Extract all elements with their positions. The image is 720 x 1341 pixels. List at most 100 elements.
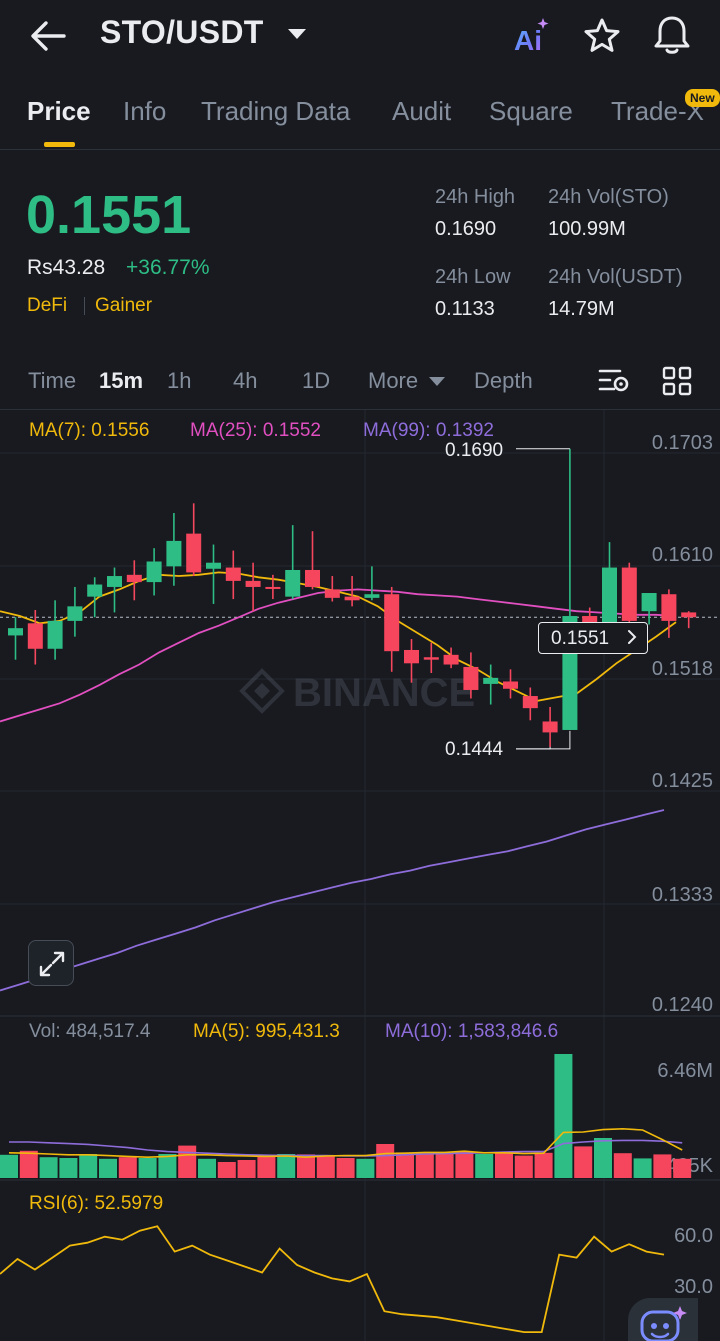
interval-4h[interactable]: 4h	[233, 368, 258, 393]
candle	[265, 574, 281, 600]
price-tick-label: 0.1333	[652, 884, 713, 906]
ma25-legend[interactable]: MA(25): 0.1552	[190, 420, 321, 441]
volume-bar	[534, 1152, 553, 1178]
candle	[404, 639, 419, 683]
interval-depth[interactable]: Depth	[474, 368, 533, 393]
price-markers: 0.1690 0.1444	[445, 440, 571, 760]
rsi-tick-label: 60.0	[674, 1225, 713, 1247]
candle-body	[503, 681, 518, 689]
low-marker-label: 0.1444	[445, 739, 504, 760]
candle-body	[285, 569, 301, 597]
volume-bar	[653, 1154, 672, 1178]
candle	[225, 550, 241, 600]
price-axis: 0.1703 0.1610 0.1518 0.1425 0.1333 0.1240 6.46…	[652, 432, 714, 1298]
candle	[186, 503, 202, 577]
assistant-bot-icon[interactable]	[628, 1298, 698, 1341]
last-price: 0.1551	[26, 185, 192, 245]
candle	[344, 576, 360, 607]
candle-body	[166, 540, 182, 567]
candle	[324, 576, 340, 602]
price-tick-label: 0.1240	[652, 994, 713, 1016]
candle-body	[384, 594, 400, 652]
candle	[522, 687, 538, 721]
candle-body	[107, 576, 122, 587]
interval-time[interactable]: Time	[28, 368, 77, 393]
interval-15m[interactable]: 15m	[99, 368, 144, 393]
volume-bar	[39, 1157, 58, 1178]
interval-1h[interactable]: 1h	[167, 368, 192, 393]
rsi-tick-label: 30.0	[674, 1276, 713, 1298]
stat-24h-vol-quote-label: 24h Vol(USDT)	[548, 266, 683, 288]
volume-bar	[495, 1151, 513, 1178]
candle	[126, 560, 142, 601]
volume-legend[interactable]: Vol: 484,517.4	[29, 1021, 151, 1042]
tab-audit[interactable]: Audit	[392, 96, 452, 126]
favorite-star-icon[interactable]	[582, 16, 622, 56]
candle	[542, 706, 558, 747]
volume-bar	[178, 1145, 197, 1178]
rsi-line	[0, 1225, 665, 1333]
tag-gainer[interactable]: Gainer	[95, 295, 153, 316]
ai-assistant-icon[interactable]: Ai	[512, 16, 552, 56]
price-tick-label: 0.1518	[652, 658, 713, 680]
fullscreen-button[interactable]	[28, 940, 74, 986]
layout-grid-icon[interactable]	[662, 366, 692, 396]
ma7-legend[interactable]: MA(7): 0.1556	[29, 420, 150, 441]
volume-ma10-path	[9, 1139, 683, 1157]
detail-tabs: Price Info Trading Data Audit Square Tra…	[0, 86, 720, 150]
active-tab-indicator	[44, 142, 75, 147]
candle-body	[27, 623, 43, 649]
pair-dropdown-icon[interactable]	[286, 24, 308, 44]
candle	[285, 525, 301, 600]
fiat-price: Rs43.28	[27, 256, 106, 279]
candle-body	[483, 677, 499, 684]
stat-24h-vol-base-label: 24h Vol(STO)	[548, 186, 669, 208]
volume-bar	[594, 1138, 612, 1178]
notification-bell-icon[interactable]	[652, 14, 692, 56]
candle	[661, 589, 677, 638]
candle	[27, 609, 43, 665]
candle-body	[8, 628, 23, 636]
candle	[621, 562, 637, 625]
volume-bar	[257, 1155, 276, 1178]
candle-body	[126, 574, 142, 583]
candle	[423, 642, 439, 674]
back-arrow-icon[interactable]	[28, 18, 68, 54]
tab-trading-data[interactable]: Trading Data	[201, 96, 351, 126]
candle	[146, 548, 162, 596]
stat-24h-low-label: 24h Low	[435, 266, 511, 288]
candle-body	[87, 584, 103, 597]
ma25-path	[0, 588, 677, 723]
volume-bar	[415, 1153, 434, 1178]
bot-face-icon	[628, 1298, 698, 1341]
volume-ma5-legend[interactable]: MA(5): 995,431.3	[193, 1021, 340, 1042]
candle	[47, 600, 63, 660]
current-price-tag[interactable]: 0.1551	[538, 622, 648, 654]
volume-bar	[277, 1154, 296, 1178]
tab-price[interactable]: Price	[27, 96, 91, 126]
trading-pair-title[interactable]: STO/USDT	[100, 14, 264, 50]
candle	[562, 448, 578, 730]
tag-defi[interactable]: DeFi	[27, 295, 68, 316]
price-change-percent: +36.77%	[126, 256, 210, 279]
tab-square[interactable]: Square	[489, 96, 573, 126]
volume-ma10-legend[interactable]: MA(10): 1,583,846.6	[385, 1021, 559, 1042]
price-tick-label: 0.1610	[652, 544, 713, 566]
ma99-legend[interactable]: MA(99): 0.1392	[363, 420, 494, 441]
candle	[503, 669, 518, 699]
more-dropdown-icon[interactable]	[428, 374, 446, 388]
interval-1d[interactable]: 1D	[302, 368, 331, 393]
stat-24h-high-label: 24h High	[435, 186, 516, 208]
rsi-legend[interactable]: RSI(6): 52.5979	[29, 1193, 164, 1214]
indicator-settings-icon[interactable]	[598, 366, 630, 396]
candle-body	[245, 580, 261, 587]
candle	[384, 586, 400, 672]
top-bar: STO/USDT Ai	[0, 0, 720, 72]
volume-bar	[554, 1054, 573, 1178]
candle	[483, 664, 499, 705]
tab-info[interactable]: Info	[123, 96, 167, 126]
candle	[166, 513, 182, 586]
candle	[87, 577, 103, 618]
candles	[8, 448, 697, 747]
interval-more[interactable]: More	[368, 368, 419, 393]
